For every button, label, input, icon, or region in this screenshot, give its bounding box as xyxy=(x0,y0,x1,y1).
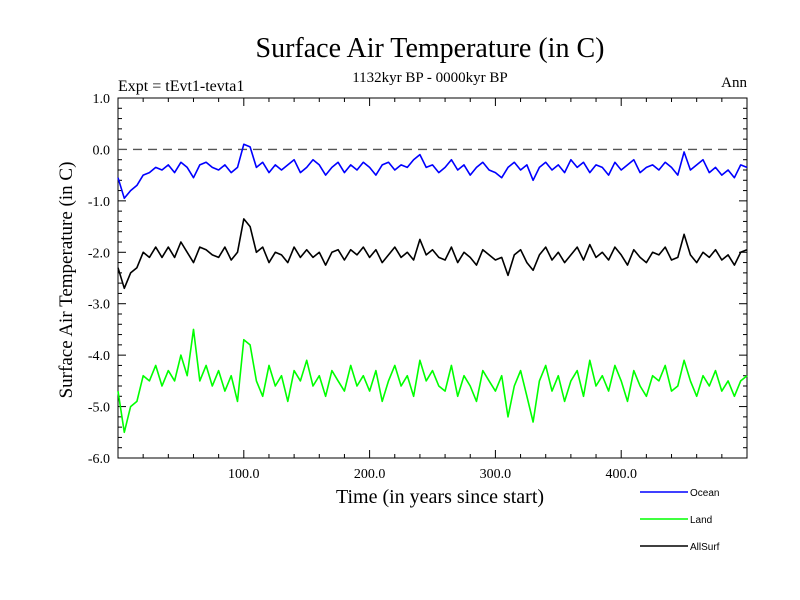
y-tick-label: -1.0 xyxy=(88,195,110,210)
x-axis-title: Time (in years since start) xyxy=(336,486,544,508)
y-tick-label: -3.0 xyxy=(88,298,110,313)
y-axis-title: Surface Air Temperature (in C) xyxy=(56,162,77,399)
y-tick-label: -2.0 xyxy=(88,246,110,261)
series-line-ocean xyxy=(117,143,748,200)
legend-label-allsurf: AllSurf xyxy=(690,542,720,553)
y-tick-label: -5.0 xyxy=(88,401,110,416)
season-label: Ann xyxy=(721,75,747,91)
x-tick-label: 200.0 xyxy=(354,467,386,482)
y-tick-label: -4.0 xyxy=(88,349,110,364)
series-line-allsurf xyxy=(117,218,748,290)
x-tick-label: 300.0 xyxy=(480,467,512,482)
y-tick-label: 1.0 xyxy=(93,92,111,107)
chart-title: Surface Air Temperature (in C) xyxy=(256,33,605,64)
series-line-land xyxy=(117,328,748,434)
chart-subtitle: 1132kyr BP - 0000kyr BP xyxy=(352,70,508,86)
y-tick-label: 0.0 xyxy=(93,143,111,158)
legend-label-land: Land xyxy=(690,515,712,526)
y-tick-label: -6.0 xyxy=(88,452,110,467)
x-tick-label: 100.0 xyxy=(228,467,260,482)
experiment-label: Expt = tEvt1-tevta1 xyxy=(118,78,244,95)
plot-frame xyxy=(117,97,748,459)
x-tick-label: 400.0 xyxy=(605,467,637,482)
legend-label-ocean: Ocean xyxy=(690,488,719,499)
